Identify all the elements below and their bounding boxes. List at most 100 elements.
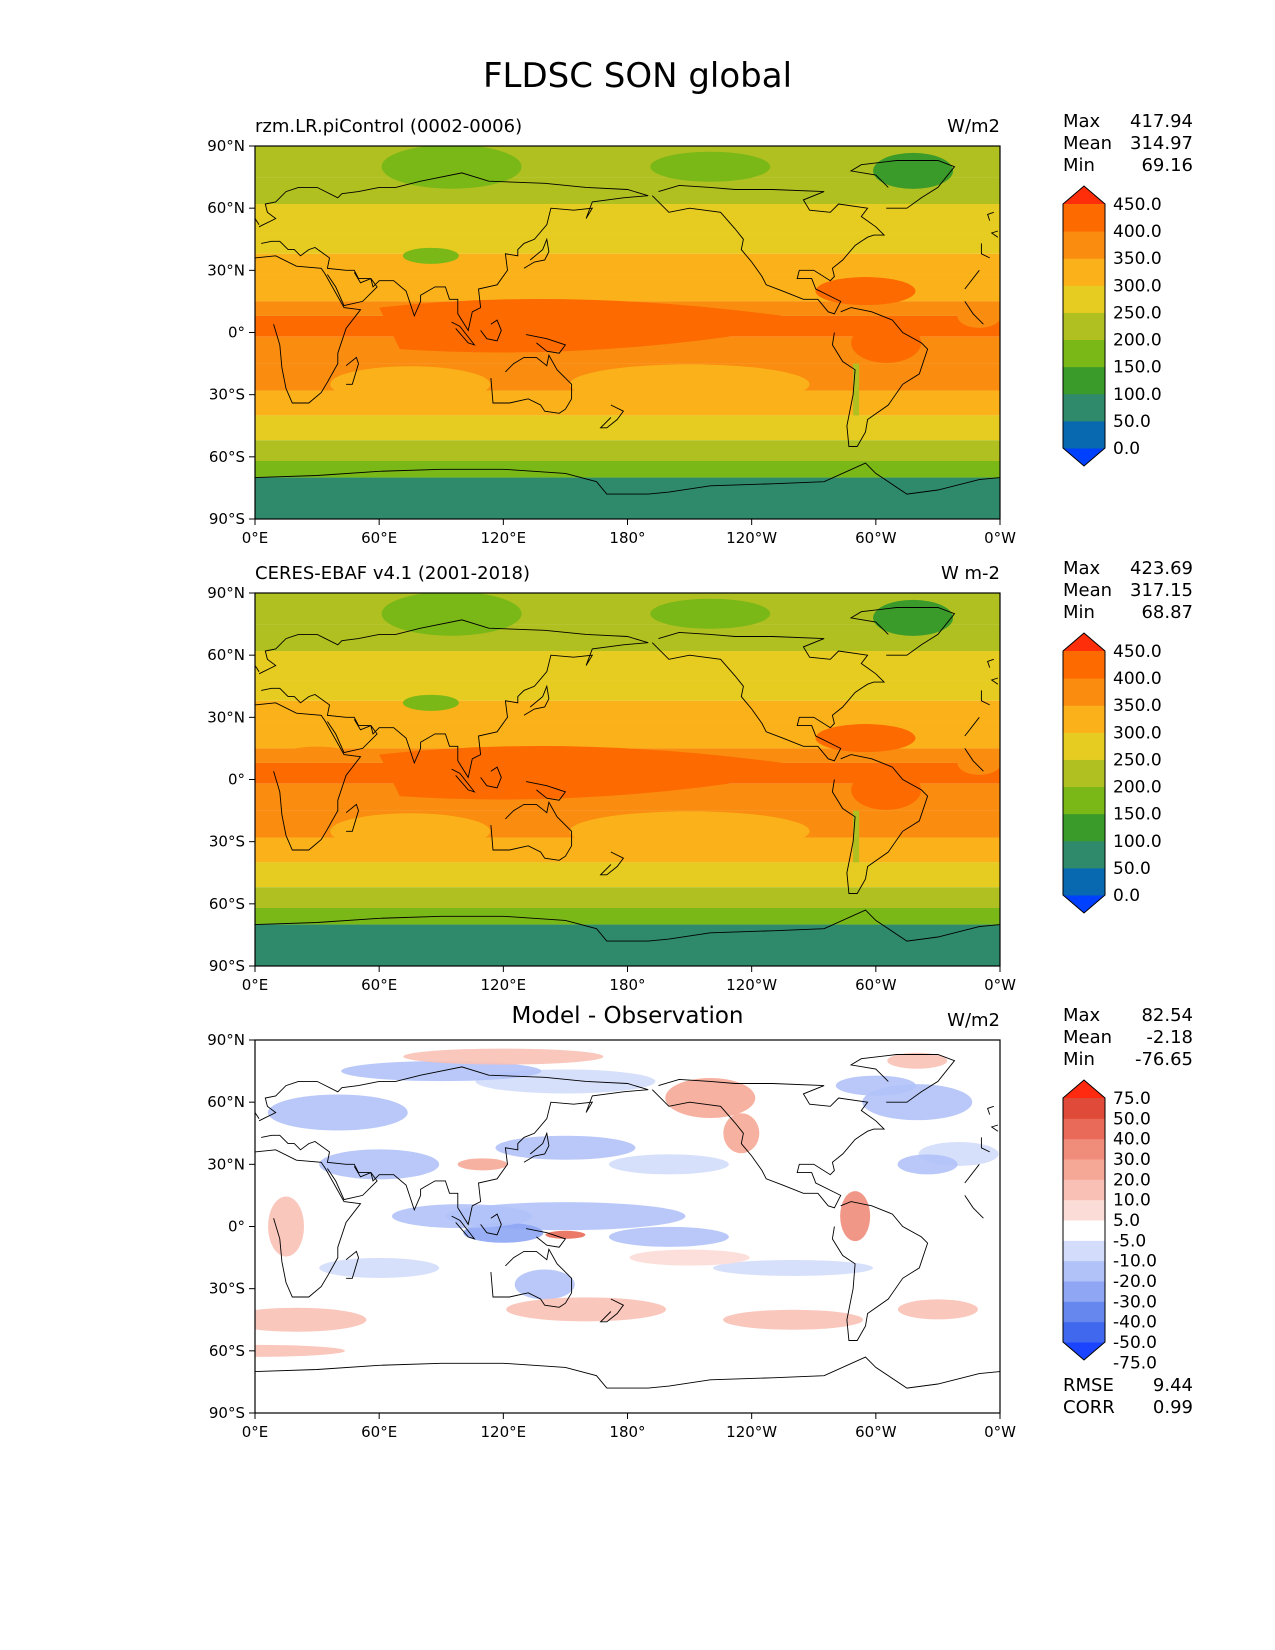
coastlines [255,160,1000,519]
colorbar-label: -40.0 [1113,1313,1157,1333]
difference-blob [713,1259,874,1276]
field-band [255,680,1000,701]
coastline-sumatra [451,321,476,346]
y-tick-label: 30°S [209,1280,245,1298]
difference-blob [506,1297,667,1322]
coastline-madagascar [345,803,359,832]
x-tick-label: 120°E [481,529,527,547]
colorbar-label: 400.0 [1113,669,1162,689]
caribbean-warm [815,277,916,306]
diag-label: RMSE [1063,1375,1114,1396]
field-band [255,700,1000,722]
colorbar-segment [1063,1199,1105,1221]
colorbar-segment [1063,258,1105,286]
field-layer [255,146,1000,519]
difference-blob [495,1135,636,1160]
subtropic-patch [330,813,491,850]
colorbar-label: 450.0 [1113,195,1162,215]
tibet-patch [402,694,459,711]
difference-blob [608,1154,729,1175]
y-tick-label: 60°N [207,646,245,664]
greenland-patch [873,599,954,636]
x-tick-label: 60°W [855,529,897,547]
x-tick-label: 120°E [481,976,527,994]
coastline-uk [255,658,994,672]
x-tick-label: 60°W [855,976,897,994]
colorbar-segment [1063,1138,1105,1160]
field-band [255,204,1000,234]
difference-blob [835,1075,916,1096]
colorbar-segment [1063,204,1105,232]
x-tick-label: 60°E [361,529,397,547]
stat-label: Min [1063,1049,1095,1070]
y-tick-label: 90°S [209,957,245,975]
difference-blob [723,1113,760,1154]
difference-blob [391,1204,532,1229]
field-band [255,233,1000,254]
y-tick-label: 90°N [207,584,245,602]
colorbar-segment [1063,231,1105,259]
x-tick-label: 120°W [726,1423,777,1441]
difference-blob [897,1299,978,1320]
stat-value: 417.94 [1130,111,1193,132]
coastline-namerica [651,184,886,315]
x-tick-label: 180° [609,529,645,547]
y-tick-label: 60°S [209,895,245,913]
y-tick-label: 30°S [209,833,245,851]
coastline-arabian-peninsula [327,272,378,307]
arctic-patch [381,146,522,189]
coastline-borneo [480,766,502,789]
colorbar-label: 250.0 [1113,750,1162,770]
stat-value: 69.16 [1141,155,1193,176]
field-band [255,624,1000,652]
difference-blob [457,1158,508,1171]
colorbar-segment [1063,285,1105,313]
colorbar-extend-top [1063,1080,1105,1098]
colorbar-segment [1063,339,1105,368]
field-band [255,415,1000,441]
y-tick-label: 0° [228,771,245,789]
map-area [255,1040,1000,1413]
y-tick-label: 0° [228,1218,245,1236]
stat-value: 82.54 [1141,1005,1193,1026]
stat-label: Min [1063,155,1095,176]
amazon-warm [851,322,922,363]
panel-difference: Model - Observation W/m2 Max 82.54 Mean -2… [0,1003,1275,1510]
colorbar-label: 200.0 [1113,778,1162,798]
field-band [255,253,1000,275]
coastline-uk [255,211,994,225]
y-tick-label: 30°S [209,386,245,404]
figure-title: FLDSC SON global [482,56,793,96]
coastline-sumatra [451,1215,476,1240]
colorbar-label: 5.0 [1113,1211,1140,1231]
colorbar-label: 300.0 [1113,723,1162,743]
coastline-japan [523,684,550,716]
atlantic-warm [957,750,1000,775]
coastline-madagascar [345,356,359,385]
stat-label: Max [1063,558,1101,579]
stat-label: Mean [1063,1027,1113,1048]
colorbar-segment [1063,393,1105,422]
y-tick-label: 90°N [207,137,245,155]
field-band [255,477,1000,519]
coastline-africa [255,702,984,851]
diag-value: 9.44 [1152,1375,1193,1396]
colorbar-segment [1063,1118,1105,1140]
colorbar-label: 50.0 [1113,1109,1151,1129]
map-area [255,146,1000,519]
y-tick-label: 90°N [207,1031,245,1049]
x-tick-label: 0°W [984,976,1016,994]
colorbar-segment [1063,1179,1105,1201]
difference-blob [608,1226,729,1247]
colorbar-segment [1063,1220,1105,1241]
coastline-samerica [831,1201,929,1341]
stats-box: Max 82.54 Mean -2.18 Min -76.65 [1063,1005,1193,1071]
colorbar-segment [1063,651,1105,679]
x-tick-label: 120°E [481,1423,527,1441]
field-band [255,887,1000,908]
x-tick-label: 0°E [242,1423,269,1441]
arctic-patch [650,151,771,182]
colorbar-segment [1063,1098,1105,1119]
colorbar-label: -50.0 [1113,1333,1157,1353]
map-plot: 90°N 60°N 30°N 0° 30°S 60°S 90°S0°E 60°E 120°E 18… [207,584,1162,994]
